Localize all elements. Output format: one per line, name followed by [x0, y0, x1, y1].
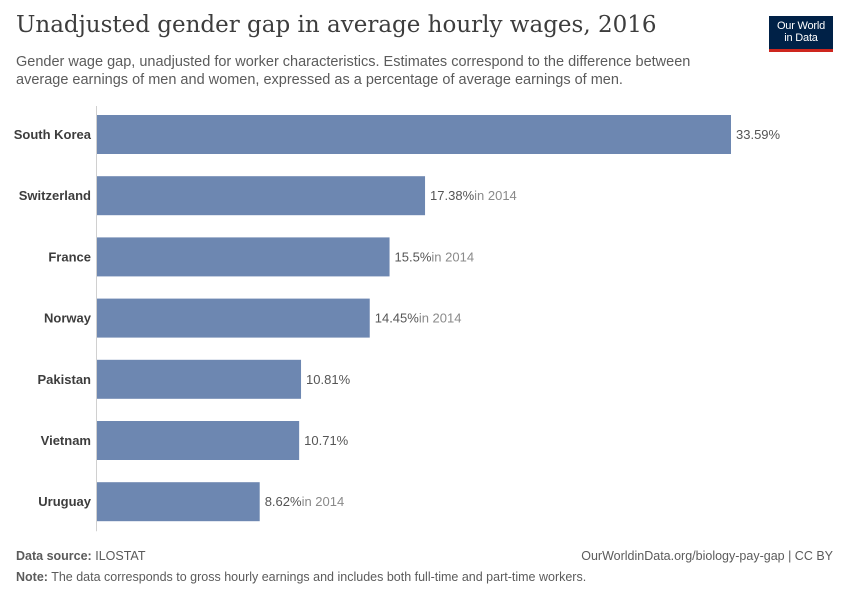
- note-label: Note:: [16, 570, 48, 584]
- value-label-norway: 14.45%in 2014: [375, 311, 462, 326]
- category-label-norway: Norway: [44, 311, 92, 326]
- logo-line-2: in Data: [784, 32, 818, 44]
- category-label-south-korea: South Korea: [14, 127, 92, 142]
- category-label-switzerland: Switzerland: [19, 188, 91, 203]
- footer-link[interactable]: OurWorldinData.org/biology-pay-gap | CC …: [581, 549, 833, 563]
- source-label: Data source:: [16, 549, 92, 563]
- data-source: Data source: ILOSTAT: [16, 549, 145, 563]
- logo-line-1: Our World: [776, 20, 826, 32]
- bar-pakistan: [97, 359, 302, 399]
- category-label-pakistan: Pakistan: [38, 372, 92, 387]
- bar-south-korea: [97, 115, 731, 154]
- year-note-norway: in 2014: [419, 311, 462, 326]
- year-note-switzerland: in 2014: [474, 188, 517, 203]
- category-label-france: France: [48, 249, 91, 264]
- value-label-south-korea: 33.59%: [736, 127, 781, 142]
- chart-title: Unadjusted gender gap in average hourly …: [16, 12, 657, 38]
- bar-uruguay: [97, 482, 260, 522]
- bar-vietnam: [97, 421, 300, 460]
- owid-logo[interactable]: Our World in Data: [769, 16, 833, 52]
- year-note-france: in 2014: [431, 249, 474, 264]
- bar-switzerland: [97, 176, 426, 216]
- value-label-pakistan: 10.81%: [306, 372, 351, 387]
- bar-france: [97, 237, 390, 277]
- value-label-vietnam: 10.71%: [304, 433, 349, 448]
- value-label-switzerland: 17.38%in 2014: [430, 188, 517, 203]
- chart-subtitle: Gender wage gap, unadjusted for worker c…: [16, 54, 691, 88]
- category-label-uruguay: Uruguay: [38, 494, 92, 509]
- source-text: ILOSTAT: [95, 549, 146, 563]
- bar-chart: South Korea 33.59% Switzerland 17.38%in 201…: [14, 106, 781, 532]
- bar-norway: [97, 298, 370, 338]
- category-label-vietnam: Vietnam: [41, 433, 91, 448]
- value-label-uruguay: 8.62%in 2014: [265, 494, 345, 509]
- value-label-france: 15.5%in 2014: [395, 249, 475, 264]
- note-text: The data corresponds to gross hourly ear…: [51, 570, 587, 584]
- footnote: Note: The data corresponds to gross hour…: [16, 570, 586, 584]
- year-note-uruguay: in 2014: [302, 494, 345, 509]
